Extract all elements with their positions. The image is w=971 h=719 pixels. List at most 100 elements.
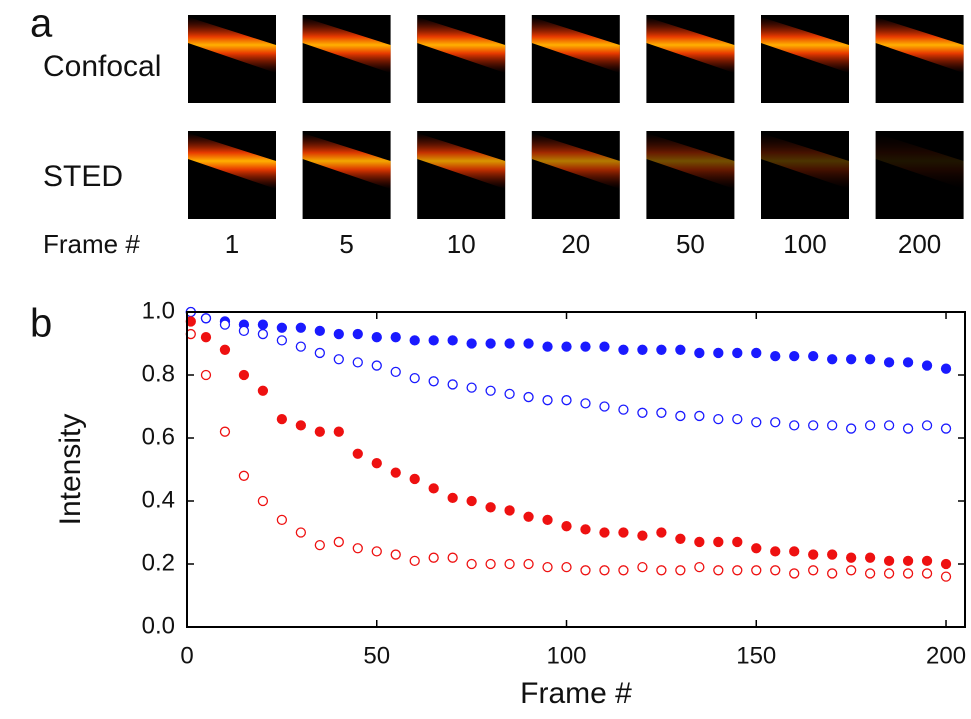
fiber-band (875, 17, 964, 73)
data-point (827, 354, 838, 365)
data-point (902, 423, 914, 434)
fiber-band (761, 133, 849, 189)
data-point (561, 341, 572, 352)
data-point (295, 341, 307, 352)
data-point (902, 555, 914, 566)
data-point (599, 527, 610, 538)
data-point (352, 328, 363, 340)
fiber-band (531, 133, 620, 189)
data-point (732, 536, 743, 548)
data-point (751, 543, 762, 554)
frame-number: 1 (225, 229, 239, 259)
data-point (713, 413, 724, 425)
data-point (599, 565, 610, 576)
data-point (732, 565, 743, 576)
fiber-band (531, 17, 620, 73)
y-tick-label: 0.4 (142, 486, 175, 513)
data-point (940, 571, 952, 582)
data-point (902, 357, 914, 368)
data-point (713, 565, 724, 576)
data-point (504, 338, 515, 349)
data-point (276, 514, 288, 526)
y-tick-label: 0.2 (142, 549, 175, 576)
data-point (883, 357, 895, 368)
data-point (504, 505, 515, 516)
data-point (485, 502, 496, 513)
y-tick-label: 0.0 (142, 612, 175, 639)
fiber-band (875, 133, 964, 189)
fiber-band (302, 17, 391, 73)
data-point (447, 492, 458, 504)
data-point (352, 448, 363, 459)
data-point (314, 325, 325, 337)
y-tick-label: 0.8 (142, 360, 175, 387)
data-point (751, 565, 762, 576)
data-point (580, 524, 591, 535)
data-point (333, 328, 344, 340)
data-point (390, 366, 401, 378)
frame-number: 20 (561, 229, 590, 259)
frame-number: 10 (447, 229, 476, 259)
data-point (580, 565, 591, 576)
data-point (808, 350, 819, 362)
frame-number: 5 (339, 229, 353, 259)
data-point (276, 335, 288, 346)
data-point (200, 332, 212, 343)
data-point (561, 395, 572, 406)
row-label: STED (43, 160, 123, 193)
data-point (883, 420, 895, 431)
data-point (713, 347, 724, 359)
data-point (238, 369, 250, 381)
fiber-band (188, 17, 276, 73)
data-point (751, 417, 762, 428)
data-point (732, 347, 743, 359)
data-point (789, 350, 800, 362)
data-point (732, 413, 743, 425)
data-point (921, 568, 933, 579)
data-point (599, 341, 610, 352)
data-point (675, 533, 686, 544)
data-point (789, 420, 800, 431)
fiber-band (417, 17, 506, 73)
data-point (523, 558, 534, 570)
data-point (656, 565, 667, 576)
data-point (257, 495, 269, 507)
x-tick-label: 200 (926, 642, 966, 669)
data-point (200, 369, 212, 381)
data-point (371, 360, 382, 371)
x-tick-label: 50 (363, 642, 390, 669)
data-point (808, 549, 819, 560)
data-point (466, 338, 477, 349)
data-point (295, 420, 307, 431)
data-point (409, 555, 420, 566)
image-strip: 1 5 10 20 50 100 200 (188, 15, 964, 259)
data-point (694, 347, 705, 359)
data-point (675, 344, 686, 355)
data-point (542, 395, 553, 406)
data-point (864, 354, 876, 365)
data-point (770, 546, 781, 557)
data-point (371, 332, 382, 343)
data-point (504, 388, 515, 400)
data-point (694, 536, 705, 548)
data-point (447, 335, 458, 346)
data-point (637, 344, 648, 355)
data-point (694, 410, 705, 422)
data-point (864, 552, 876, 563)
data-point (523, 391, 534, 403)
data-point (390, 467, 401, 478)
data-point (561, 562, 572, 573)
data-point (940, 558, 952, 570)
data-point (808, 420, 819, 431)
data-point (637, 562, 648, 573)
data-point (827, 549, 838, 560)
data-point (523, 338, 534, 349)
frame-number: 50 (676, 229, 705, 259)
frame-number: 100 (783, 229, 826, 259)
data-point (864, 420, 876, 431)
data-point (770, 350, 781, 362)
data-point (428, 376, 439, 387)
y-tick-label: 0.6 (142, 423, 175, 450)
data-point (656, 527, 667, 538)
data-point (428, 483, 439, 494)
